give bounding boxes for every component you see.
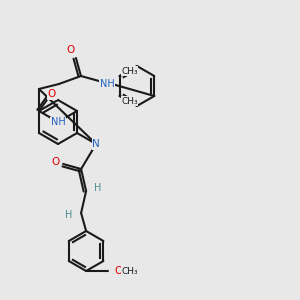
Text: H: H [94, 183, 102, 193]
Text: NH: NH [51, 117, 65, 127]
Text: O: O [48, 89, 56, 99]
Text: O: O [67, 45, 75, 55]
Text: NH: NH [100, 79, 114, 89]
Text: CH₃: CH₃ [121, 97, 138, 106]
Text: CH₃: CH₃ [121, 67, 138, 76]
Text: O: O [51, 157, 59, 167]
Text: O: O [114, 266, 122, 276]
Text: H: H [65, 210, 73, 220]
Text: N: N [92, 139, 100, 149]
Text: CH₃: CH₃ [122, 266, 138, 275]
